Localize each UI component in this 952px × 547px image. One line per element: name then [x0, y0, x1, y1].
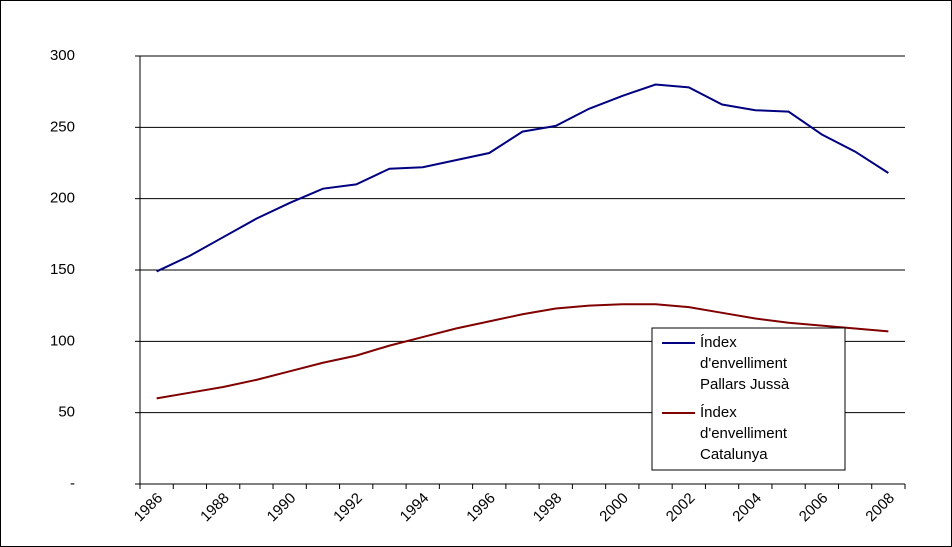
data-line — [156, 83, 889, 273]
legend-label: Índex d'envelliment Catalunya — [700, 404, 788, 463]
y-tick-label: 250 — [50, 118, 75, 135]
legend-box — [651, 327, 846, 471]
y-tick-label: 300 — [50, 47, 75, 64]
y-tick-label: 150 — [50, 261, 75, 278]
y-tick-label: 200 — [50, 190, 75, 207]
y-tick-label: 50 — [58, 404, 75, 421]
data-line — [156, 303, 889, 400]
legend-label: Índex d'envelliment Pallars Jussà — [700, 334, 790, 393]
y-tick-label: 100 — [50, 332, 75, 349]
y-tick-label: - — [70, 475, 75, 492]
